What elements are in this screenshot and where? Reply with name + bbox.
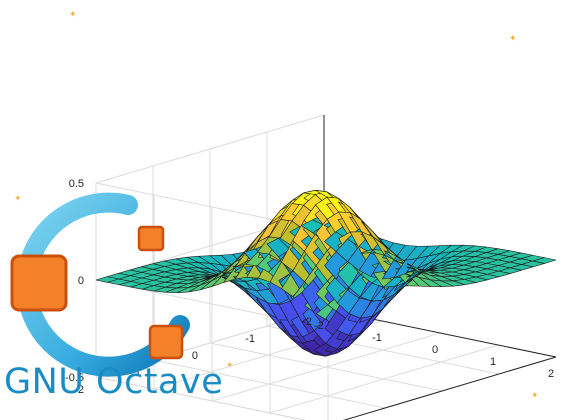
z-tick-label: 0 — [78, 275, 84, 287]
y-tick-label: -1 — [245, 333, 255, 345]
decorative-stars: ✦ ✦ ✦ ✦ ✦ — [14, 9, 539, 400]
star-icon: ✦ — [531, 390, 539, 400]
star-icon: ✦ — [226, 360, 234, 370]
star-icon: ✦ — [69, 9, 77, 19]
grid-line — [152, 359, 386, 409]
octave-logo — [10, 192, 190, 377]
x-tick-label: 1 — [490, 356, 496, 368]
star-icon: ✦ — [509, 33, 517, 43]
star-icon: ✦ — [14, 193, 22, 203]
grid-line — [95, 376, 307, 420]
grid-line — [343, 356, 557, 420]
logo-square-small — [137, 225, 165, 252]
octave-ring — [16, 192, 190, 377]
brand-title: GNU Octave — [4, 362, 224, 402]
x-tick-label: -1 — [372, 332, 382, 344]
surface-plot — [95, 189, 557, 357]
z-tick-label: -0.5 — [65, 372, 84, 384]
grid-line — [269, 344, 499, 414]
y-tick-label: 0 — [192, 350, 198, 362]
y-tick-label: 1 — [135, 367, 141, 379]
surface-patch — [532, 257, 557, 264]
y-tick-label: -2 — [302, 316, 312, 328]
x-tick-label: 2 — [548, 368, 554, 380]
x-tick-label: 0 — [432, 344, 438, 356]
grid-line — [95, 114, 325, 184]
x-tick-label: -2 — [314, 320, 324, 332]
grid-line — [209, 342, 443, 392]
y-axis-line — [343, 356, 557, 420]
logo-square-large — [10, 254, 68, 312]
logo-square-medium — [148, 324, 184, 360]
y-tick-label: 2 — [78, 384, 84, 396]
z-tick-label: 0.5 — [69, 178, 84, 190]
